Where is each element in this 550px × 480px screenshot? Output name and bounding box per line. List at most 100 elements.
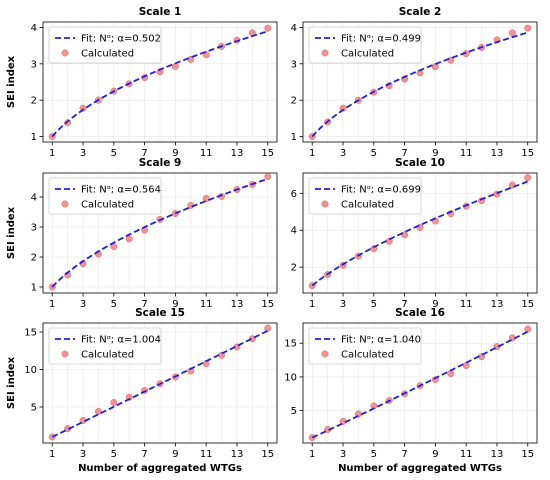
data-point: [264, 173, 272, 181]
x-tick-label: 1: [309, 449, 315, 460]
x-tick-label: 15: [521, 449, 534, 460]
x-axis-label: Number of aggregated WTGs: [338, 463, 502, 474]
axes-frame: [302, 21, 538, 143]
legend: Fit: Nᵅ; α=0.499 Calculated: [308, 26, 422, 64]
legend-fit-label: Fit: Nᵅ; α=0.502: [81, 34, 161, 45]
legend-points-label: Calculated: [81, 350, 134, 361]
x-tick-label: 5: [371, 299, 377, 310]
subplot-title: Scale 15: [135, 307, 185, 319]
y-tick-label: 4: [291, 226, 297, 237]
y-tick-label: 15: [24, 328, 37, 339]
y-axis-label: SEI index: [6, 206, 17, 259]
x-tick-label: 3: [340, 299, 346, 310]
legend: Fit: Nᵅ; α=0.564 Calculated: [48, 177, 162, 215]
subplot-title: Scale 10: [395, 157, 445, 169]
fit-line: [51, 177, 269, 288]
x-tick-label: 3: [340, 449, 346, 460]
x-tick-label: 7: [141, 449, 147, 460]
subplot-title: Scale 2: [399, 6, 442, 18]
y-tick-label: 5: [291, 406, 297, 417]
legend-points-swatch: [61, 350, 69, 358]
fit-line: [311, 31, 529, 138]
x-tick-label: 11: [200, 299, 213, 310]
x-tick-label: 13: [231, 299, 244, 310]
x-tick-label: 3: [80, 148, 86, 159]
y-tick-label: 4: [31, 23, 37, 34]
x-tick-label: 9: [172, 148, 178, 159]
x-tick-label: 1: [309, 148, 315, 159]
y-tick-label: 4: [291, 23, 297, 34]
x-tick-label: 1: [49, 449, 55, 460]
data-point: [431, 63, 439, 71]
y-tick-label: 2: [291, 96, 297, 107]
axes-frame: [302, 322, 538, 444]
x-tick-label: 15: [261, 148, 274, 159]
x-tick-label: 15: [261, 299, 274, 310]
y-tick-label: 3: [31, 59, 37, 70]
data-point: [264, 24, 272, 32]
x-tick-label: 3: [80, 299, 86, 310]
subplot-title: Scale 16: [395, 307, 445, 319]
x-tick-label: 7: [141, 299, 147, 310]
data-point: [79, 104, 87, 112]
legend-points-swatch: [321, 350, 329, 358]
data-point: [508, 29, 516, 37]
x-tick-label: 3: [80, 449, 86, 460]
y-tick-label: 10: [24, 365, 37, 376]
y-axis-label: SEI index: [6, 55, 17, 108]
data-point: [202, 195, 210, 202]
data-point: [187, 367, 195, 375]
data-point: [125, 393, 133, 401]
axes-frame: [42, 21, 278, 143]
x-tick-label: 13: [491, 299, 504, 310]
axes-frame: [42, 172, 278, 294]
y-tick-label: 2: [291, 263, 297, 274]
fit-line: [51, 30, 269, 138]
data-point: [308, 434, 316, 442]
y-tick-label: 3: [31, 223, 37, 234]
x-tick-label: 11: [200, 148, 213, 159]
y-tick-label: 4: [31, 193, 37, 204]
data-point: [339, 104, 347, 112]
legend-points-swatch: [321, 200, 329, 208]
x-tick-label: 15: [261, 449, 274, 460]
x-tick-label: 9: [432, 449, 438, 460]
legend-fit-label: Fit: Nᵅ; α=0.499: [341, 34, 421, 45]
data-point: [524, 325, 532, 333]
data-point: [110, 399, 118, 406]
y-tick-label: 2: [31, 96, 37, 107]
x-tick-label: 9: [172, 299, 178, 310]
y-tick-label: 1: [31, 132, 37, 143]
x-tick-label: 5: [111, 299, 117, 310]
legend-points-label: Calculated: [341, 49, 394, 60]
data-point: [524, 174, 532, 182]
y-tick-label: 15: [284, 339, 297, 350]
x-tick-label: 7: [401, 148, 407, 159]
x-tick-label: 1: [49, 148, 55, 159]
legend-box: [48, 26, 162, 64]
legend-points-label: Calculated: [81, 49, 134, 60]
x-tick-label: 5: [371, 148, 377, 159]
axes-frame: [42, 322, 278, 444]
x-tick-label: 1: [309, 299, 315, 310]
x-tick-label: 5: [371, 449, 377, 460]
y-tick-label: 2: [31, 253, 37, 264]
x-tick-label: 9: [172, 449, 178, 460]
x-tick-label: 1: [49, 299, 55, 310]
x-tick-label: 11: [200, 449, 213, 460]
subplot-title: Scale 9: [139, 157, 182, 169]
data-point: [48, 433, 56, 441]
legend-box: [48, 327, 162, 365]
data-point: [524, 24, 532, 32]
x-tick-label: 5: [111, 148, 117, 159]
legend-fit-label: Fit: Nᵅ; α=1.040: [341, 335, 421, 346]
x-tick-label: 11: [460, 148, 473, 159]
y-tick-label: 3: [291, 59, 297, 70]
legend-fit-label: Fit: Nᵅ; α=1.004: [81, 335, 161, 346]
